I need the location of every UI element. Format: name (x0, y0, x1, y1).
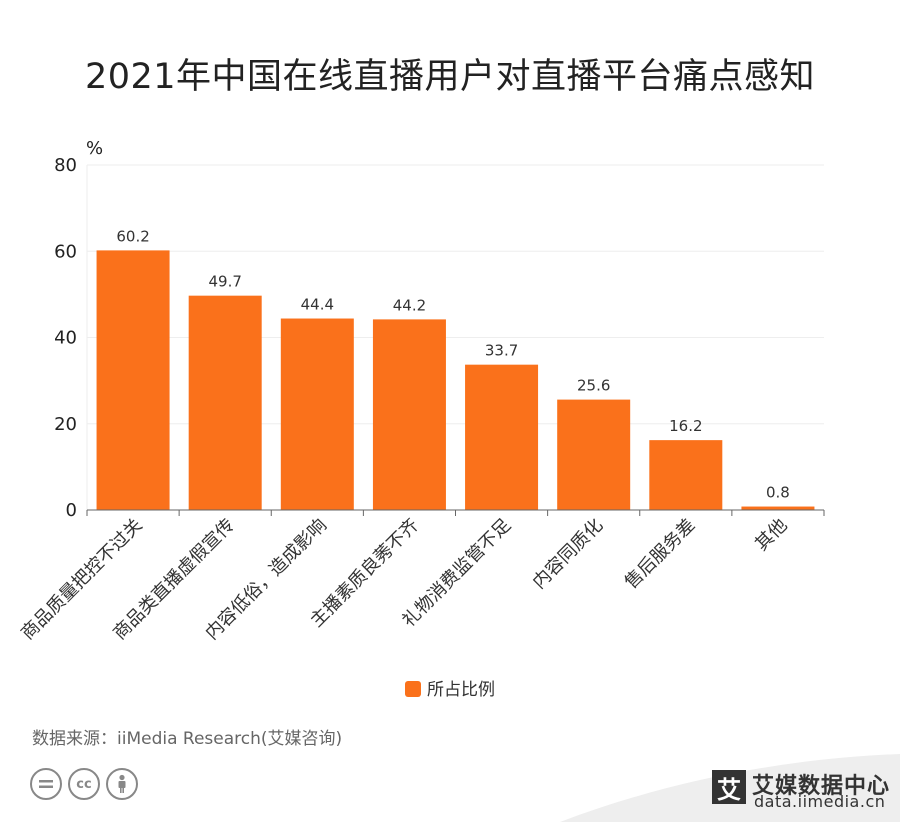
bars (96, 250, 815, 510)
y-tick-label: 60 (54, 241, 77, 262)
category-label: 其他 (751, 515, 791, 555)
bar (557, 399, 631, 510)
equals-icon (30, 768, 62, 800)
data-label: 33.7 (485, 342, 518, 360)
brand-name: 艾媒数据中心 (752, 774, 891, 799)
y-tick-label: 40 (54, 328, 77, 349)
person-icon (106, 768, 138, 800)
data-label: 49.7 (208, 273, 241, 291)
category-labels: 商品质量把控不过关商品类直播虚假宣传内容低俗，造成影响主播素质良莠不齐礼物消费监… (17, 510, 825, 644)
bar-chart: % 0 20 40 60 80 60.2 49.7 44.4 44.2 33.7 25.6 16.2… (17, 138, 825, 644)
data-label: 16.2 (669, 417, 702, 435)
bar (372, 319, 446, 510)
data-label: 44.2 (393, 296, 426, 314)
data-label: 0.8 (766, 484, 790, 502)
source-note: 数据来源：iiMedia Research(艾媒咨询) (32, 729, 343, 749)
legend-swatch (405, 681, 421, 697)
bar (741, 506, 815, 510)
cc-icon: cc (68, 768, 100, 800)
legend-label: 所占比例 (427, 680, 495, 700)
data-label: 25.6 (577, 377, 610, 395)
brand-logo-mark: 艾 (712, 770, 746, 804)
brand-url: data.iimedia.cn (754, 792, 886, 811)
license-icons: cc (30, 768, 138, 800)
bar (280, 318, 354, 510)
data-label: 44.4 (301, 296, 334, 314)
y-tick-label: 20 (54, 414, 77, 435)
bar (465, 364, 539, 510)
y-axis-unit: % (86, 138, 103, 159)
data-labels: 60.2 49.7 44.4 44.2 33.7 25.6 16.2 0.8 (116, 227, 790, 501)
data-label: 60.2 (116, 227, 149, 245)
legend: 所占比例 (0, 675, 900, 700)
y-tick-label: 0 (66, 500, 77, 521)
bar (188, 295, 262, 510)
chart-title: 2021年中国在线直播用户对直播平台痛点感知 (84, 57, 816, 97)
y-axis-ticks: 0 20 40 60 80 (54, 155, 77, 521)
bar (649, 440, 723, 510)
category-label: 内容同质化 (529, 515, 607, 593)
y-tick-label: 80 (54, 155, 77, 176)
category-label: 售后服务差 (621, 515, 699, 593)
bar (96, 250, 170, 510)
